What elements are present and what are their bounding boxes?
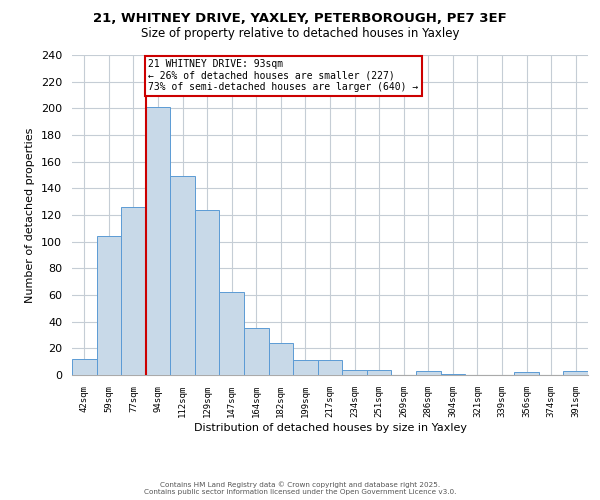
- X-axis label: Distribution of detached houses by size in Yaxley: Distribution of detached houses by size …: [193, 422, 467, 432]
- Bar: [563, 371, 588, 375]
- Text: Contains HM Land Registry data © Crown copyright and database right 2025.
Contai: Contains HM Land Registry data © Crown c…: [144, 482, 456, 495]
- Text: 21 WHITNEY DRIVE: 93sqm
← 26% of detached houses are smaller (227)
73% of semi-d: 21 WHITNEY DRIVE: 93sqm ← 26% of detache…: [148, 59, 418, 92]
- Bar: [220, 292, 244, 375]
- Text: Size of property relative to detached houses in Yaxley: Size of property relative to detached ho…: [141, 28, 459, 40]
- Bar: [416, 371, 440, 375]
- Bar: [514, 372, 539, 375]
- Bar: [72, 359, 97, 375]
- Bar: [195, 210, 220, 375]
- Bar: [244, 328, 269, 375]
- Y-axis label: Number of detached properties: Number of detached properties: [25, 128, 35, 302]
- Bar: [367, 370, 391, 375]
- Bar: [440, 374, 465, 375]
- Bar: [121, 207, 146, 375]
- Bar: [269, 343, 293, 375]
- Bar: [170, 176, 195, 375]
- Bar: [318, 360, 342, 375]
- Bar: [146, 107, 170, 375]
- Text: 21, WHITNEY DRIVE, YAXLEY, PETERBOROUGH, PE7 3EF: 21, WHITNEY DRIVE, YAXLEY, PETERBOROUGH,…: [93, 12, 507, 26]
- Bar: [293, 360, 318, 375]
- Bar: [342, 370, 367, 375]
- Bar: [97, 236, 121, 375]
